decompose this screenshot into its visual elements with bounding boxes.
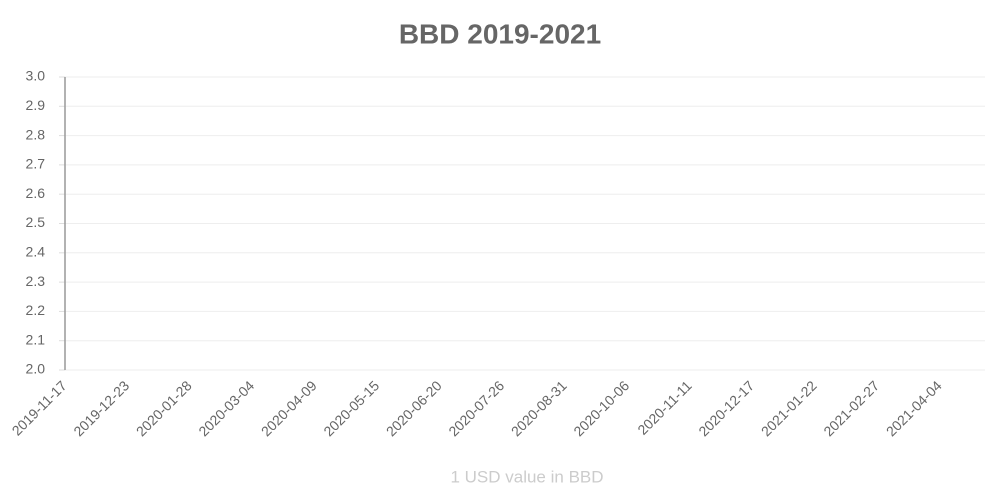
y-tick-label: 2.8 [26,126,46,142]
y-tick-label: 2.7 [26,156,46,172]
y-tick-label: 2.0 [26,361,46,377]
x-tick-label: 2019-12-23 [70,377,132,439]
x-tick-label: 2021-01-22 [758,377,820,439]
y-tick-label: 3.0 [26,68,46,84]
y-tick-label: 2.5 [26,214,46,230]
y-tick-label: 2.9 [26,97,46,113]
x-tick-label: 2020-03-04 [195,377,257,439]
x-tick-label: 2020-11-11 [634,377,695,438]
x-tick-label: 2019-11-17 [9,377,70,438]
x-tick-label: 2020-05-15 [320,377,382,439]
y-tick-label: 2.4 [26,244,46,260]
x-tick-label: 2020-08-31 [508,377,570,439]
x-tick-label: 2020-12-17 [695,377,757,439]
chart-title: BBD 2019-2021 [399,18,601,49]
y-tick-label: 2.3 [26,273,46,289]
x-tick-label: 2020-06-20 [383,377,445,439]
x-tick-label: 2020-07-26 [445,377,507,439]
y-tick-label: 2.6 [26,185,46,201]
x-tick-label: 2020-10-06 [570,377,632,439]
x-tick-label: 2020-01-28 [133,377,195,439]
y-tick-label: 2.2 [26,302,46,318]
x-tick-label: 2021-02-27 [820,377,882,439]
y-tick-label: 2.1 [26,331,46,347]
x-tick-label: 2020-04-09 [258,377,320,439]
x-tick-label: 2021-04-04 [883,377,945,439]
x-axis-title: 1 USD value in BBD [450,467,603,486]
